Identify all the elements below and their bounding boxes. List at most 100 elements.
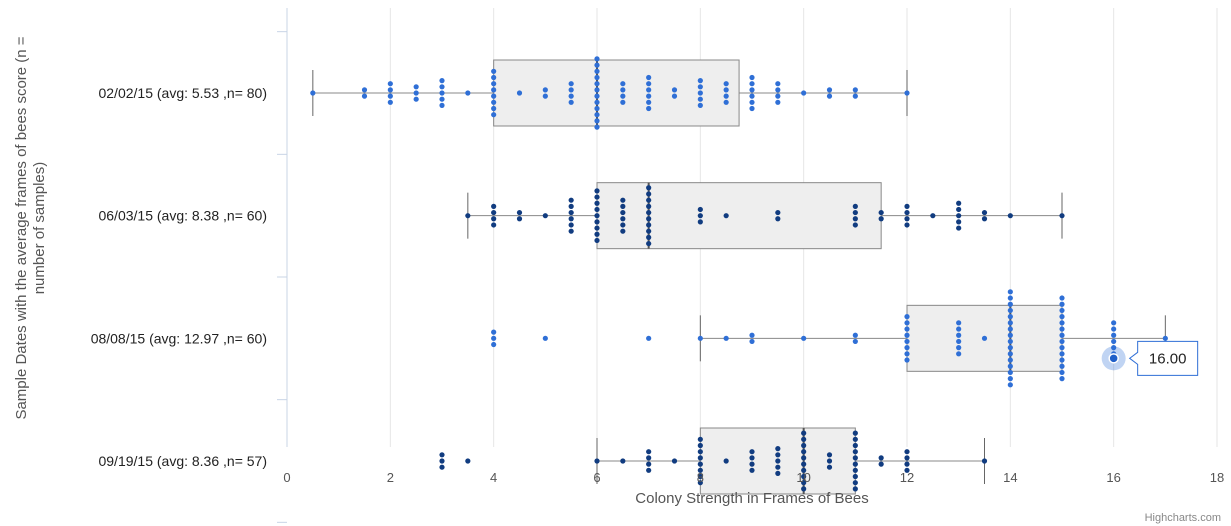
- data-point: [1059, 213, 1065, 219]
- data-point: [801, 467, 807, 473]
- data-point: [1059, 326, 1065, 332]
- data-point: [439, 84, 445, 90]
- data-point: [801, 449, 807, 455]
- data-point: [439, 102, 445, 108]
- data-point: [904, 216, 910, 222]
- data-point: [852, 209, 858, 216]
- data-point: [568, 228, 574, 234]
- data-point: [904, 320, 910, 326]
- data-point: [516, 209, 523, 216]
- data-point: [646, 81, 652, 87]
- data-point: [723, 99, 729, 105]
- data-point: [361, 87, 368, 93]
- data-point: [749, 332, 755, 338]
- data-point: [491, 222, 497, 228]
- data-point: [594, 74, 600, 81]
- data-point: [594, 81, 600, 87]
- x-tick-label: 2: [387, 470, 394, 485]
- data-point: [1007, 345, 1013, 351]
- data-point: [697, 96, 703, 102]
- data-point: [568, 87, 574, 93]
- tooltip: 16.00: [1101, 340, 1199, 376]
- data-point: [594, 219, 600, 225]
- data-point: [697, 90, 703, 96]
- data-point: [568, 81, 574, 87]
- data-point: [1007, 357, 1013, 363]
- data-point: [594, 99, 600, 105]
- data-point: [878, 455, 884, 461]
- data-point: [646, 234, 652, 240]
- data-point: [491, 203, 497, 209]
- data-point: [568, 99, 574, 105]
- data-point: [491, 93, 497, 99]
- data-point: [723, 81, 729, 87]
- data-point: [620, 87, 626, 93]
- category-label: 06/03/15 (avg: 8.38 ,n= 60): [98, 208, 267, 224]
- data-point: [878, 461, 884, 467]
- data-point: [697, 335, 703, 341]
- data-point: [646, 93, 652, 99]
- data-point: [1111, 332, 1117, 338]
- data-point: [594, 225, 600, 231]
- data-point: [852, 203, 858, 209]
- data-point: [775, 470, 781, 476]
- data-point: [465, 213, 471, 219]
- data-point: [801, 436, 807, 442]
- data-point: [1111, 345, 1117, 351]
- data-point: [465, 458, 471, 464]
- data-point: [852, 222, 858, 228]
- data-point: [387, 81, 393, 87]
- data-point: [620, 458, 626, 464]
- data-point: [1059, 338, 1065, 345]
- category-label: 08/08/15 (avg: 12.97 ,n= 60): [91, 330, 267, 346]
- data-point: [697, 473, 703, 480]
- y-axis-title: Sample Dates with the average frames of …: [13, 36, 48, 419]
- x-tick-label: 0: [283, 470, 290, 485]
- data-point: [491, 329, 497, 335]
- data-point: [697, 467, 703, 473]
- box-plot: [699, 304, 1166, 372]
- data-point: [439, 90, 445, 96]
- data-point: [904, 203, 910, 209]
- data-point: [413, 84, 419, 90]
- data-point: [981, 335, 988, 341]
- data-point: [697, 84, 703, 90]
- x-tick-label: 14: [1003, 470, 1017, 485]
- x-axis-title: Colony Strength in Frames of Bees: [635, 490, 868, 507]
- data-point: [826, 458, 833, 464]
- data-point: [620, 99, 626, 105]
- data-point: [671, 93, 678, 99]
- data-point: [826, 93, 833, 99]
- data-point: [1059, 332, 1065, 338]
- data-point: [801, 90, 807, 96]
- data-point: [646, 105, 652, 112]
- data-point: [1111, 326, 1117, 332]
- data-point: [671, 87, 678, 93]
- data-point: [646, 222, 652, 228]
- data-point: [568, 93, 574, 99]
- data-point: [594, 87, 600, 93]
- data-point: [1059, 295, 1065, 301]
- data-point: [749, 105, 755, 112]
- data-point: [1162, 335, 1168, 341]
- data-point: [749, 461, 755, 467]
- data-point: [749, 467, 755, 473]
- credits-link[interactable]: Highcharts.com: [1145, 512, 1221, 524]
- data-point: [697, 206, 703, 213]
- data-point: [491, 209, 497, 216]
- data-point: [1059, 307, 1065, 314]
- data-point: [956, 332, 962, 338]
- data-point: [852, 461, 858, 467]
- data-point: [826, 464, 833, 470]
- data-point: [801, 480, 807, 486]
- data-point: [723, 458, 729, 464]
- data-point: [956, 345, 962, 351]
- x-tick-label: 4: [490, 470, 497, 485]
- data-point: [439, 452, 445, 458]
- x-tick-label: 16: [1106, 470, 1120, 485]
- data-point: [852, 430, 858, 436]
- data-point: [1059, 345, 1065, 351]
- data-point: [491, 216, 497, 222]
- data-point: [516, 90, 523, 96]
- data-point: [956, 320, 962, 326]
